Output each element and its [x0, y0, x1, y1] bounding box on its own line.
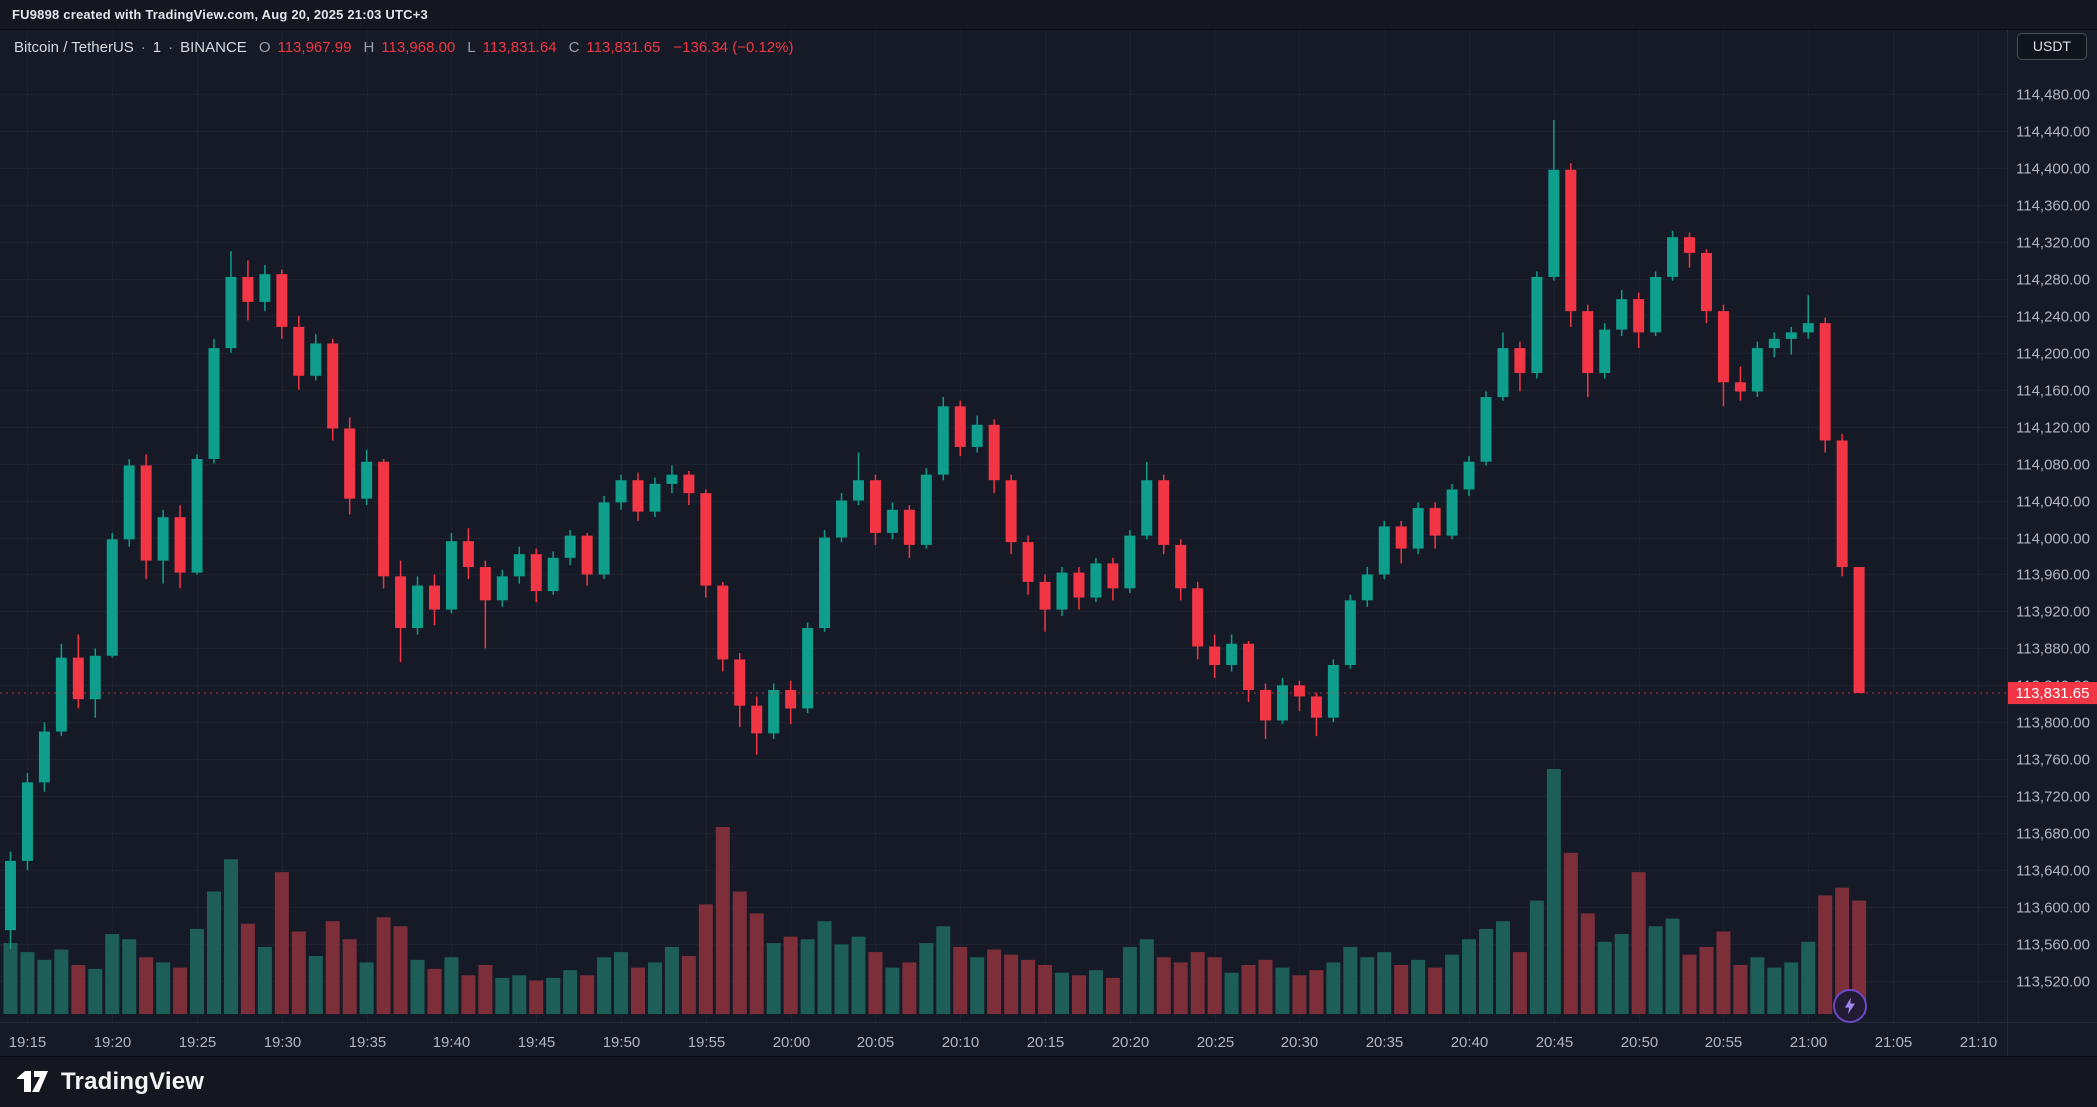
grid-lines: [0, 30, 2007, 1022]
open-value: 113,967.99: [277, 39, 352, 56]
time-axis-label: 19:40: [433, 1034, 471, 1051]
time-axis[interactable]: 19:15 19:20 19:25 19:30 19:35 19:40 19:45 19:50…: [9, 1034, 1998, 1051]
price-axis-label: 114,280.00: [2016, 272, 2090, 289]
symbol-legend: Bitcoin / TetherUS · 1 · BINANCE O 113,9…: [14, 39, 793, 56]
attribution-text: FU9898 created with TradingView.com, Aug…: [12, 7, 428, 22]
volume-series: [3, 769, 1867, 1014]
time-axis-label: 21:00: [1790, 1034, 1828, 1051]
time-axis-label: 19:35: [349, 1034, 387, 1051]
low-label: L: [467, 39, 476, 56]
price-axis-label: 114,080.00: [2016, 457, 2090, 474]
price-axis-label: 113,520.00: [2016, 974, 2090, 991]
time-axis-label: 20:35: [1366, 1034, 1404, 1051]
currency-button[interactable]: USDT: [2016, 33, 2087, 60]
price-axis-label: 114,160.00: [2016, 383, 2090, 400]
footer-bar: TradingView: [0, 1056, 2097, 1107]
time-axis-label: 20:45: [1536, 1034, 1574, 1051]
interval-label: 1: [152, 39, 162, 56]
brand-name[interactable]: TradingView: [61, 1068, 205, 1095]
open-label: O: [258, 39, 271, 56]
legend-separator: ·: [140, 39, 146, 56]
time-axis-label: 19:25: [179, 1034, 217, 1051]
time-axis-label: 20:25: [1197, 1034, 1235, 1051]
price-axis-label: 114,120.00: [2016, 420, 2090, 437]
high-label: H: [363, 39, 375, 56]
time-axis-label: 19:50: [603, 1034, 641, 1051]
price-axis-label: 113,680.00: [2016, 826, 2090, 843]
price-axis-label: 114,200.00: [2016, 346, 2090, 363]
price-axis[interactable]: 114,480.00 114,440.00 114,400.00 114,360.00…: [2016, 87, 2090, 991]
time-axis-label: 20:05: [857, 1034, 895, 1051]
time-axis-label: 20:10: [942, 1034, 980, 1051]
time-axis-label: 19:20: [94, 1034, 132, 1051]
time-axis-label: 19:15: [9, 1034, 47, 1051]
time-axis-label: 20:20: [1112, 1034, 1150, 1051]
lightning-icon: [1845, 997, 1855, 1015]
change-value: −136.34 (−0.12%): [673, 39, 794, 56]
price-axis-label: 113,800.00: [2016, 715, 2090, 732]
price-axis-label: 113,880.00: [2016, 641, 2090, 658]
price-axis-label: 113,920.00: [2016, 604, 2090, 621]
symbol-title[interactable]: Bitcoin / TetherUS: [14, 39, 134, 56]
flash-button[interactable]: [1833, 989, 1867, 1023]
chart-canvas[interactable]: 114,480.00 114,440.00 114,400.00 114,360.00…: [0, 30, 2097, 1056]
time-axis-label: 20:50: [1621, 1034, 1659, 1051]
price-axis-label: 114,400.00: [2016, 161, 2090, 178]
price-axis-label: 114,440.00: [2016, 124, 2090, 141]
exchange-label: BINANCE: [180, 39, 247, 56]
tradingview-logo[interactable]: [17, 1071, 49, 1093]
price-axis-label: 114,040.00: [2016, 494, 2090, 511]
price-axis-label: 114,240.00: [2016, 309, 2090, 326]
price-axis-label: 114,360.00: [2016, 198, 2090, 215]
high-value: 113,968.00: [381, 39, 456, 56]
price-axis-label: 114,320.00: [2016, 235, 2090, 252]
price-axis-label: 113,760.00: [2016, 752, 2090, 769]
last-price-badge: 113,831.65: [2008, 682, 2097, 705]
low-value: 113,831.64: [482, 39, 557, 56]
time-axis-label: 20:30: [1281, 1034, 1319, 1051]
close-value: 113,831.65: [586, 39, 661, 56]
price-axis-label: 113,560.00: [2016, 937, 2090, 954]
time-axis-label: 19:45: [518, 1034, 556, 1051]
time-axis-label: 20:55: [1705, 1034, 1743, 1051]
time-axis-label: 19:30: [264, 1034, 302, 1051]
last-price-badge-label: 113,831.65: [2016, 685, 2090, 702]
price-axis-label: 113,960.00: [2016, 567, 2090, 584]
price-axis-label: 114,000.00: [2016, 531, 2090, 548]
close-label: C: [568, 39, 580, 56]
time-axis-label: 19:55: [688, 1034, 726, 1051]
attribution-bar: FU9898 created with TradingView.com, Aug…: [0, 0, 2097, 30]
price-axis-label: 114,480.00: [2016, 87, 2090, 104]
time-axis-label: 20:15: [1027, 1034, 1065, 1051]
price-axis-label: 113,600.00: [2016, 900, 2090, 917]
legend-separator: ·: [168, 39, 174, 56]
price-axis-label: 113,720.00: [2016, 789, 2090, 806]
candlestick-series: [4, 119, 1865, 949]
chart-pane[interactable]: 114,480.00 114,440.00 114,400.00 114,360.00…: [0, 30, 2097, 1056]
time-axis-label: 21:10: [1960, 1034, 1998, 1051]
axis-borders: [0, 30, 2097, 1056]
price-axis-label: 113,640.00: [2016, 863, 2090, 880]
time-axis-label: 20:00: [773, 1034, 811, 1051]
time-axis-label: 20:40: [1451, 1034, 1489, 1051]
time-axis-label: 21:05: [1875, 1034, 1913, 1051]
